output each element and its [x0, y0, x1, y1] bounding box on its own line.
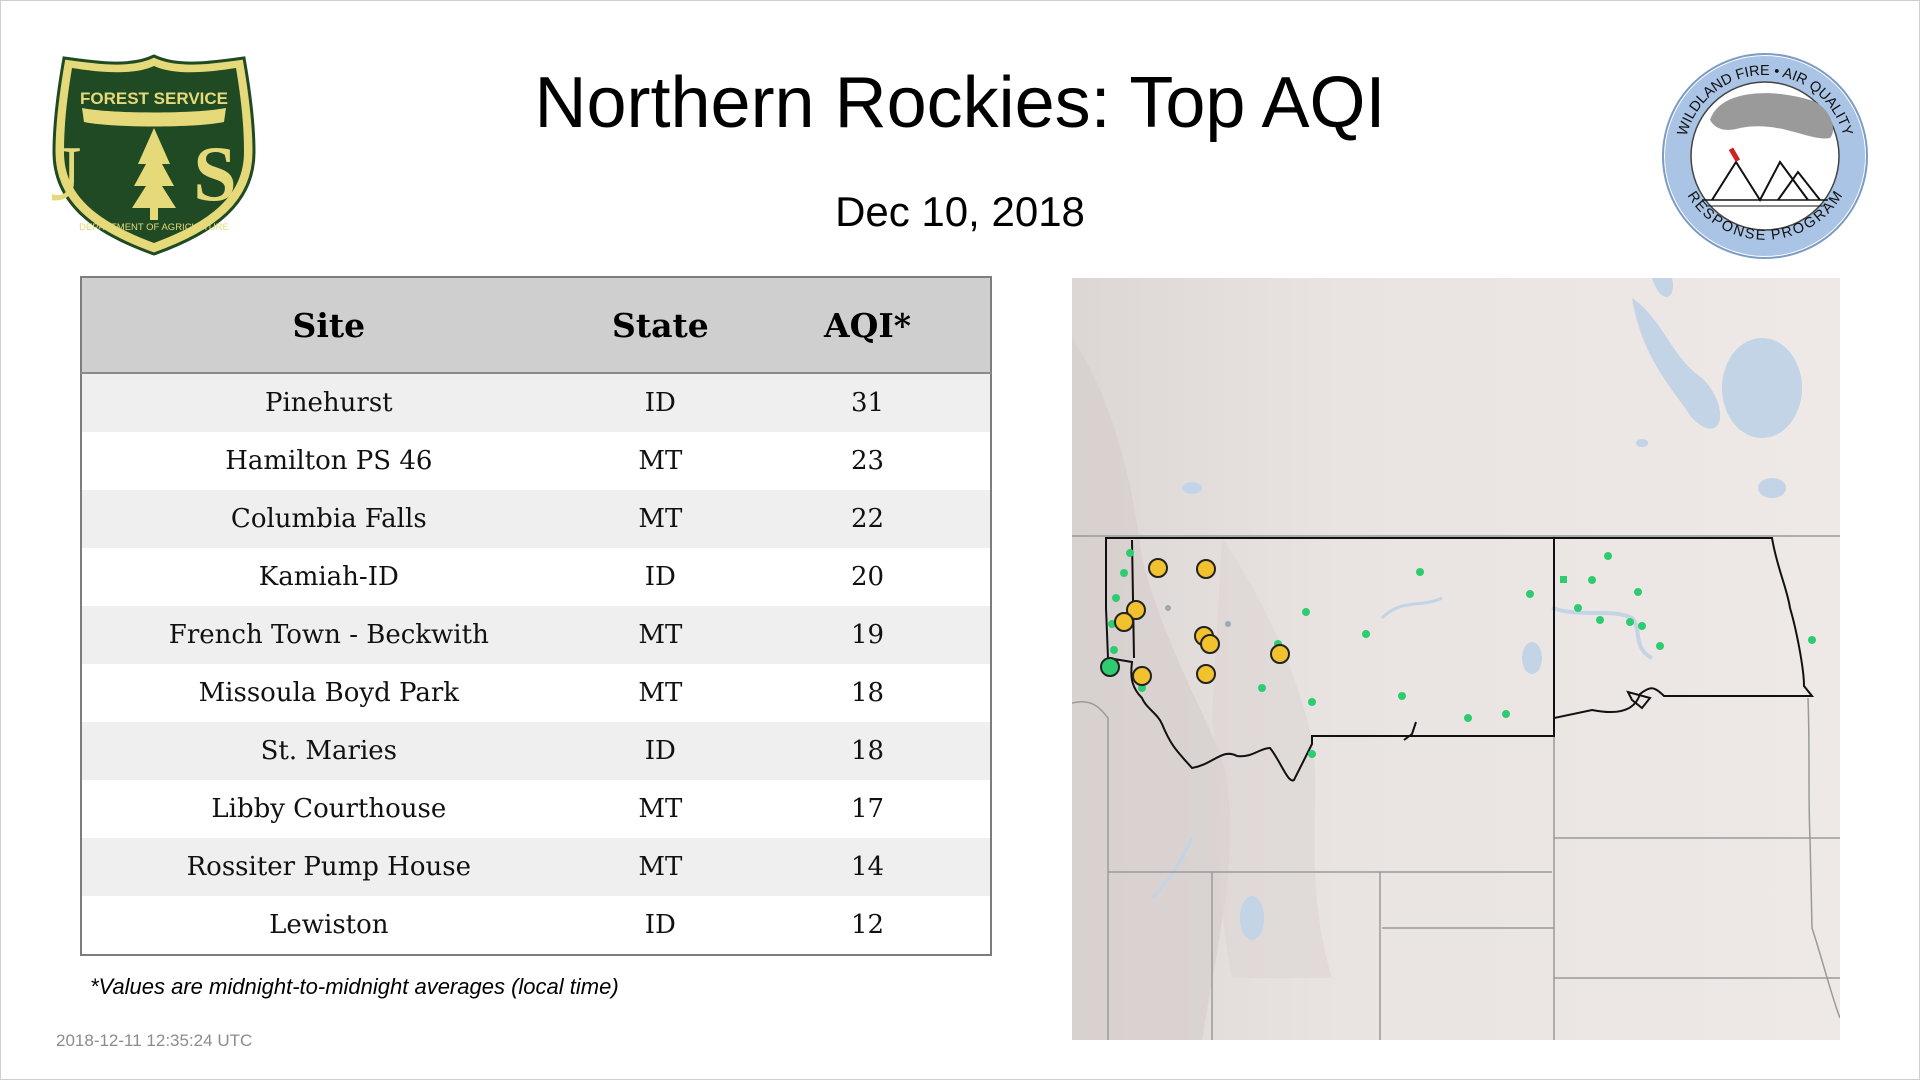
table-row: Pinehurst ID 31	[81, 373, 991, 432]
site-marker-moderate	[1270, 644, 1290, 664]
site-marker-good	[1502, 710, 1510, 718]
table-row: French Town - Beckwith MT 19	[81, 606, 991, 664]
table-row: St. Maries ID 18	[81, 722, 991, 780]
site-marker-moderate	[1148, 558, 1168, 578]
no-data-sites	[1165, 605, 1231, 627]
site-cell: Hamilton PS 46	[81, 432, 576, 490]
column-header-state: State	[575, 277, 746, 374]
aqi-cell: 20	[745, 548, 991, 606]
site-marker-moderate	[1114, 612, 1134, 632]
site-marker-good	[1634, 588, 1642, 596]
state-cell: MT	[575, 490, 746, 548]
site-marker-good	[1574, 604, 1582, 612]
table-header-row: Site State AQI*	[81, 277, 991, 374]
wildland-fire-air-quality-logo: WILDLAND FIRE • AIR QUALITY RESPONSE PRO…	[1662, 53, 1868, 259]
site-marker-good	[1596, 616, 1604, 624]
site-marker-good	[1416, 568, 1424, 576]
site-cell: Kamiah-ID	[81, 548, 576, 606]
mountain-shading	[1072, 338, 1231, 1040]
state-cell: MT	[575, 606, 746, 664]
table-row: Lewiston ID 12	[81, 896, 991, 955]
site-marker-good	[1302, 608, 1310, 616]
moderate-aqi-sites	[1100, 558, 1290, 686]
site-marker-moderate	[1196, 559, 1216, 579]
state-cell: MT	[575, 664, 746, 722]
site-marker-good	[1362, 630, 1370, 638]
state-cell: ID	[575, 722, 746, 780]
table-row: Hamilton PS 46 MT 23	[81, 432, 991, 490]
table-row: Rossiter Pump House MT 14	[81, 838, 991, 896]
table-row: Columbia Falls MT 22	[81, 490, 991, 548]
water-bodies	[1150, 278, 1802, 940]
aqi-table: Site State AQI* Pinehurst ID 31 Hamilton…	[80, 276, 992, 956]
state-cell: ID	[575, 548, 746, 606]
column-header-site: Site	[81, 277, 576, 374]
site-marker-good	[1110, 646, 1118, 654]
site-marker-good	[1126, 549, 1134, 557]
site-cell: St. Maries	[81, 722, 576, 780]
aqi-site-map	[1072, 278, 1840, 1040]
forest-service-shield-logo: FOREST SERVICE U S DEPARTMENT OF AGRICUL…	[52, 54, 256, 256]
aqi-cell: 17	[745, 780, 991, 838]
site-marker-good	[1258, 684, 1266, 692]
forest-service-top-text: FOREST SERVICE	[80, 89, 228, 108]
site-cell: French Town - Beckwith	[81, 606, 576, 664]
site-marker-good	[1308, 750, 1316, 758]
table-row: Libby Courthouse MT 17	[81, 780, 991, 838]
site-marker-good	[1120, 569, 1128, 577]
report-date: Dec 10, 2018	[835, 188, 1085, 235]
state-cell: ID	[575, 373, 746, 432]
site-marker-good	[1308, 698, 1316, 706]
flame-icon	[1728, 147, 1741, 163]
site-marker-moderate	[1200, 634, 1220, 654]
footnote: *Values are midnight-to-midnight average…	[90, 974, 619, 999]
site-cell: Pinehurst	[81, 373, 576, 432]
generated-timestamp: 2018-12-11 12:35:24 UTC	[56, 1031, 253, 1050]
state-cell: ID	[575, 896, 746, 955]
table-row: Kamiah-ID ID 20	[81, 548, 991, 606]
site-marker-good	[1626, 618, 1634, 626]
state-cell: MT	[575, 838, 746, 896]
page-title: Northern Rockies: Top AQI	[534, 63, 1386, 143]
site-marker-good	[1464, 714, 1472, 722]
aqi-cell: 12	[745, 896, 991, 955]
aqi-cell: 18	[745, 722, 991, 780]
site-marker-good	[1560, 576, 1567, 583]
region-outline	[1105, 537, 1815, 782]
site-marker-good	[1526, 590, 1534, 598]
aqi-cell: 31	[745, 373, 991, 432]
site-marker-good	[1808, 636, 1816, 644]
site-marker-moderate	[1196, 664, 1216, 684]
good-aqi-sites	[1108, 549, 1816, 758]
smoke-icon	[1710, 93, 1834, 139]
site-marker-moderate	[1126, 600, 1146, 620]
aqi-cell: 18	[745, 664, 991, 722]
site-cell: Missoula Boyd Park	[81, 664, 576, 722]
pine-tree-icon	[132, 128, 176, 208]
site-marker-good	[1656, 642, 1664, 650]
site-marker-good	[1398, 692, 1406, 700]
site-cell: Rossiter Pump House	[81, 838, 576, 896]
site-marker-good	[1604, 552, 1612, 560]
aqi-cell: 23	[745, 432, 991, 490]
site-cell: Libby Courthouse	[81, 780, 576, 838]
site-marker-good	[1112, 594, 1120, 602]
site-marker-good	[1638, 622, 1646, 630]
forest-service-bottom-text: DEPARTMENT OF AGRICULTURE	[79, 222, 229, 233]
state-cell: MT	[575, 780, 746, 838]
site-marker-good	[1138, 684, 1146, 692]
aqi-cell: 14	[745, 838, 991, 896]
table-row: Missoula Boyd Park MT 18	[81, 664, 991, 722]
column-header-aqi: AQI*	[745, 277, 991, 374]
aqi-cell: 19	[745, 606, 991, 664]
site-marker-good-large	[1100, 657, 1120, 677]
site-cell: Lewiston	[81, 896, 576, 955]
state-cell: MT	[575, 432, 746, 490]
site-marker-good	[1588, 576, 1596, 584]
site-cell: Columbia Falls	[81, 490, 576, 548]
site-marker-moderate	[1132, 666, 1152, 686]
aqi-cell: 22	[745, 490, 991, 548]
